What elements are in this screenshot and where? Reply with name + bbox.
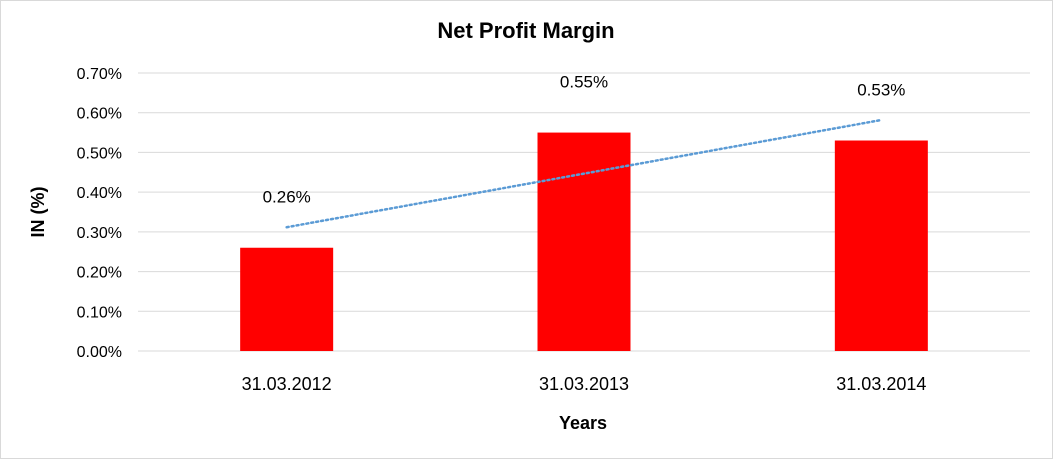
y-tick-label: 0.20% (77, 265, 122, 282)
y-tick-label: 0.10% (77, 304, 122, 321)
x-tick-label: 31.03.2013 (539, 374, 629, 394)
y-axis-tick-labels: 0.00% 0.10% 0.20% 0.30% 0.40% 0.50% 0.60% 0.70% (77, 66, 122, 361)
bars (240, 132, 928, 351)
x-axis-tick-labels: 31.03.2012 31.03.2013 31.03.2014 (242, 374, 927, 394)
data-labels: 0.26% 0.55% 0.53% (263, 73, 906, 207)
x-tick-label: 31.03.2014 (836, 374, 926, 394)
x-tick-label: 31.03.2012 (242, 374, 332, 394)
data-label: 0.55% (560, 73, 608, 92)
y-axis-title: IN (%) (28, 187, 48, 238)
bar (834, 140, 928, 351)
data-label: 0.53% (857, 81, 905, 100)
data-label: 0.26% (263, 188, 311, 207)
y-tick-label: 0.40% (77, 185, 122, 202)
trendline-layer (285, 118, 883, 229)
bar (537, 132, 631, 351)
chart-title: Net Profit Margin (437, 18, 614, 43)
bar (240, 247, 334, 351)
y-tick-label: 0.60% (77, 106, 122, 123)
y-tick-label: 0.30% (77, 225, 122, 242)
y-tick-label: 0.70% (77, 66, 122, 83)
y-tick-label: 0.00% (77, 344, 122, 361)
y-tick-label: 0.50% (77, 145, 122, 162)
trendline (285, 118, 883, 229)
x-axis-title: Years (559, 413, 607, 433)
